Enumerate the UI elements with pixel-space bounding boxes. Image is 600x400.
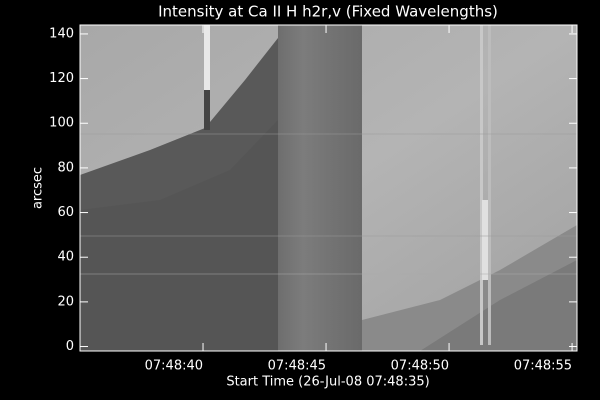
x-tick-label: 07:48:40 [145, 359, 203, 374]
y-tick-label: 60 [57, 205, 74, 220]
x-tick-label: 07:48:50 [391, 359, 449, 374]
y-axis-label: arcsec [31, 167, 46, 209]
x-tick-label: 07:48:45 [268, 359, 326, 374]
y-tick-label: 80 [57, 160, 74, 175]
x-tick-label: 07:48:55 [514, 359, 572, 374]
y-tick-label: 20 [57, 294, 74, 309]
y-tick-label: 100 [49, 116, 74, 131]
y-tick-label: 120 [49, 71, 74, 86]
x-axis-label: Start Time (26-Jul-08 07:48:35) [226, 375, 429, 390]
y-tick-label: 140 [49, 26, 74, 41]
chart-title: Intensity at Ca II H h2r,v (Fixed Wavele… [158, 3, 498, 21]
plot-frame [79, 24, 578, 352]
y-tick-label: 0 [66, 339, 74, 354]
y-tick-label: 40 [57, 250, 74, 265]
intensity-image [80, 25, 577, 351]
